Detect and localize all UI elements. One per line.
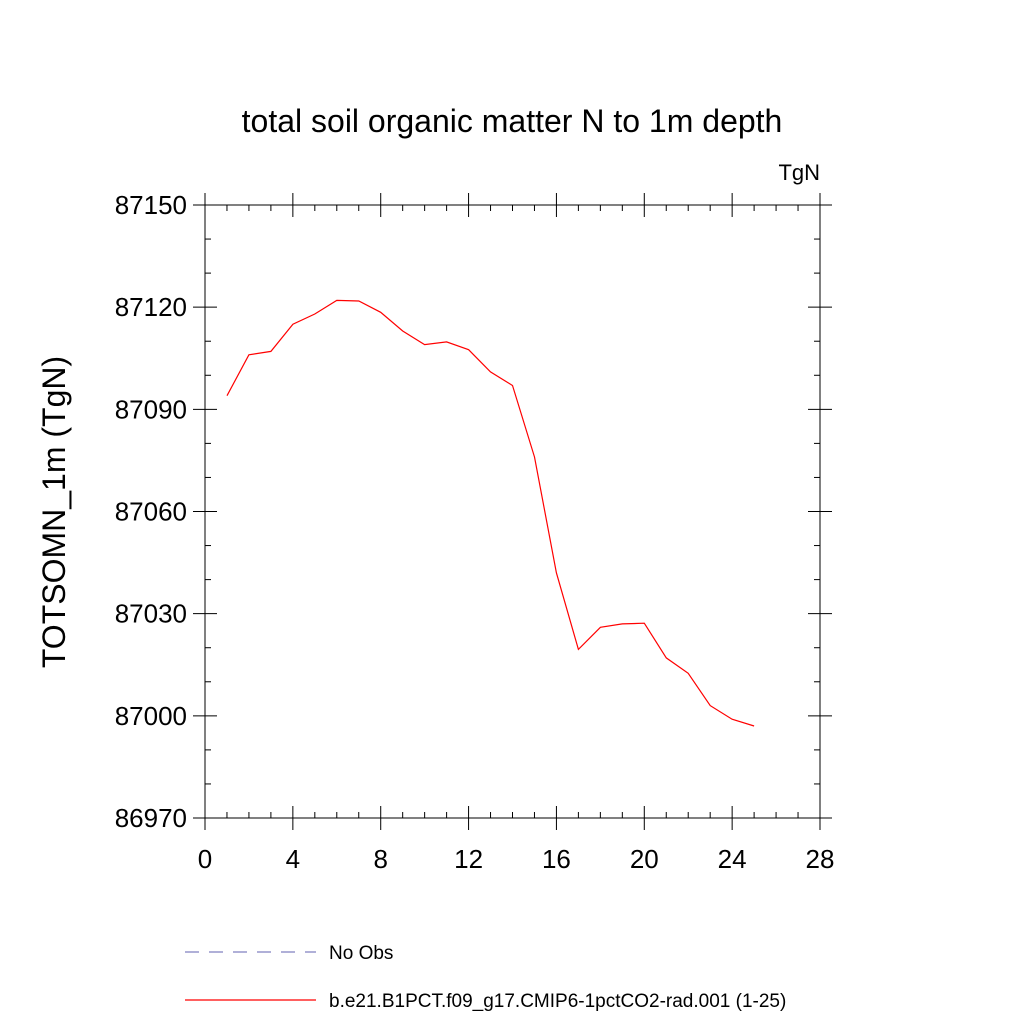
x-tick-label: 28 [806,844,835,874]
legend: No Obs b.e21.B1PCT.f09_g17.CMIP6-1pctCO2-… [185,943,786,1012]
y-tick-label: 87060 [115,497,187,527]
legend-label: No Obs [329,943,393,964]
x-tick-label: 24 [718,844,747,874]
x-tick-label: 4 [286,844,300,874]
y-tick-label: 87030 [115,599,187,629]
y-tick-label: 87120 [115,292,187,322]
x-tick-label: 0 [198,844,212,874]
axis-ticks [193,193,832,830]
units-label: TgN [778,160,820,185]
legend-label: b.e21.B1PCT.f09_g17.CMIP6-1pctCO2-rad.00… [329,991,786,1012]
chart-title: total soil organic matter N to 1m depth [242,103,783,139]
y-tick-label: 87000 [115,701,187,731]
x-tick-label: 8 [373,844,387,874]
y-tick-label: 87150 [115,190,187,220]
y-axis-label: TOTSOMN_1m (TgN) [36,356,72,668]
y-tick-label: 87090 [115,394,187,424]
axis-tick-labels: 0 4 8 12 16 20 24 28 86970 87000 87030 87060 87090 87… [115,190,835,874]
y-tick-label: 86970 [115,803,187,833]
plot-frame [204,204,821,819]
x-tick-label: 20 [630,844,659,874]
x-tick-label: 16 [542,844,571,874]
series-lines [226,299,755,727]
x-tick-label: 12 [454,844,483,874]
series-line [226,299,755,727]
